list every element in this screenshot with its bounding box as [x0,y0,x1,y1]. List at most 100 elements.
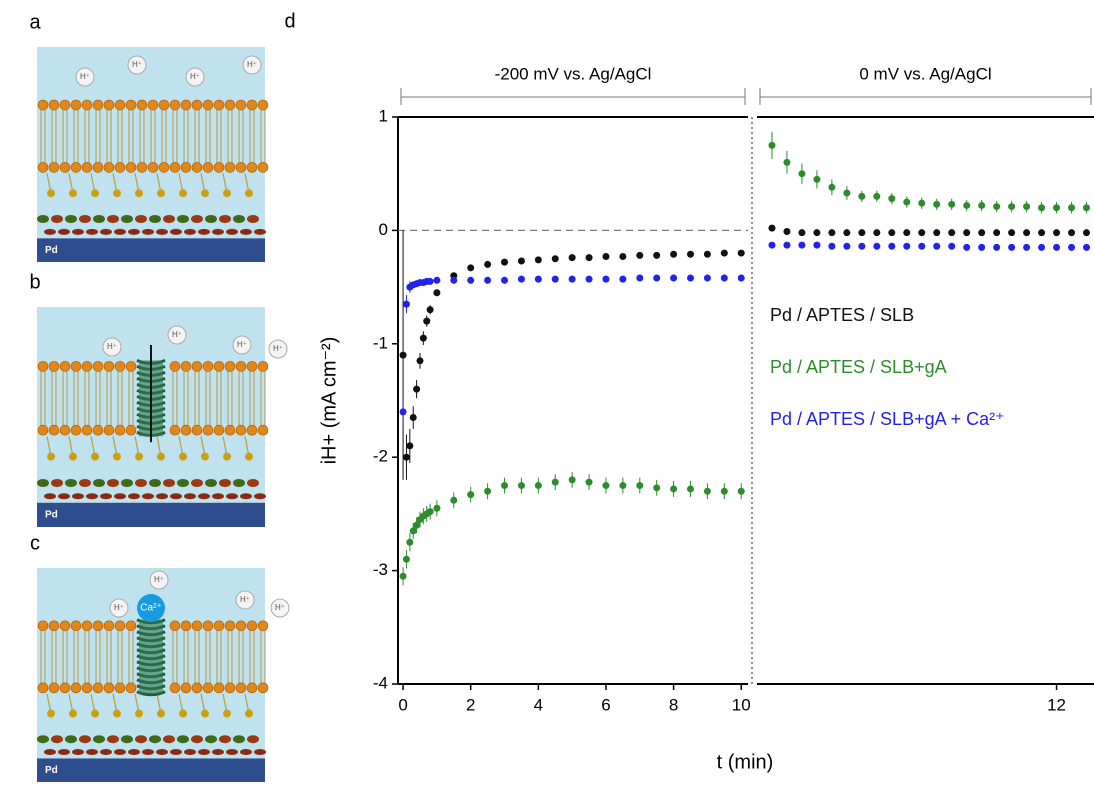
aptes-head [201,709,209,718]
data-point [720,274,728,282]
lipid-head [81,162,93,173]
substrate-layer [65,735,77,744]
substrate-layer [128,749,140,756]
lipid-head [235,424,247,436]
substrate-layer [65,215,77,223]
substrate-layer [177,215,189,223]
data-point [450,276,458,284]
lipid-head [37,162,49,173]
data-point [798,229,806,237]
lipid-head [125,99,137,111]
lipid-head [224,620,236,632]
substrate-label: Pd [45,765,58,776]
data-point [813,241,821,249]
data-point [1083,204,1091,212]
data-point [918,229,926,237]
substrate-layer [170,228,182,235]
data-point [768,141,776,149]
proton-label: H⁺ [80,72,90,81]
lipid-head [103,424,115,436]
x-tick-label: 4 [534,695,543,714]
substrate-layer [65,479,77,487]
substrate-layer [128,228,140,235]
data-point [1008,229,1016,237]
legend-label: Pd / APTES / SLB+gA [770,357,947,377]
substrate-layer [198,749,210,756]
lipid-head [257,162,269,173]
proton [102,337,122,357]
lipid-head [48,361,60,372]
lipid-head [191,424,203,436]
substrate-layer [107,735,119,744]
lipid-head [37,99,49,111]
lipid-head [169,361,181,372]
lipid-head [92,682,104,694]
data-point [585,275,593,283]
substrate-layer [177,735,189,744]
data-point [409,414,417,422]
data-point [1053,204,1061,212]
substrate-layer [44,749,56,756]
lipid-head [246,99,258,111]
substrate-layer [163,479,175,487]
lipid-head [103,682,115,694]
lipid-head [81,424,93,436]
lipid-head [37,361,49,372]
data-point [858,192,866,200]
lipid-head [125,162,137,173]
lipid-head [114,620,126,632]
data-point [1008,203,1016,211]
data-point [737,487,745,495]
legend-label: Pd / APTES / SLB [770,305,914,325]
data-point [703,250,711,258]
aptes-head [69,452,77,461]
substrate-layer [121,215,133,223]
data-point [406,442,414,450]
data-point [670,274,678,282]
data-point [1068,243,1076,251]
substrate-layer [177,479,189,487]
lipid-head [224,424,236,436]
segment-label: 0 mV vs. Ag/AgCl [859,64,991,83]
data-point [978,243,986,251]
data-point [828,242,836,250]
substrate-layer [100,228,112,235]
substrate-layer [233,735,245,744]
lipid-head [70,162,82,173]
lipid-head [125,361,137,372]
lipid-head [48,162,60,173]
data-point [602,275,610,283]
substrate-layer [86,493,98,500]
data-point [501,482,509,490]
data-point [1068,229,1076,237]
lipid-head [235,361,247,372]
lipid-head [136,99,148,111]
proton-label: H⁺ [273,344,283,353]
substrate-layer [58,228,70,235]
lipid-head [224,162,236,173]
substrate-layer [37,215,49,223]
lipid-head [70,682,82,694]
substrate-layer [72,493,84,500]
data-point [426,508,434,516]
data-point [585,478,593,486]
substrate-layer [51,215,63,223]
data-point [1083,229,1091,237]
lipid-head [191,361,203,372]
aptes-head [157,452,165,461]
lipid-head [92,361,104,372]
data-point [1083,243,1091,251]
proton [109,598,129,618]
lipid-head [81,620,93,632]
data-point [517,275,525,283]
lipid-head [136,162,148,173]
data-point [413,385,421,393]
data-point [653,484,661,492]
data-point [858,242,866,250]
proton [167,325,187,345]
calcium-ion [137,594,165,622]
aptes-head [91,709,99,718]
data-point [402,300,410,308]
data-point [948,242,956,250]
pd-substrate [37,758,265,782]
